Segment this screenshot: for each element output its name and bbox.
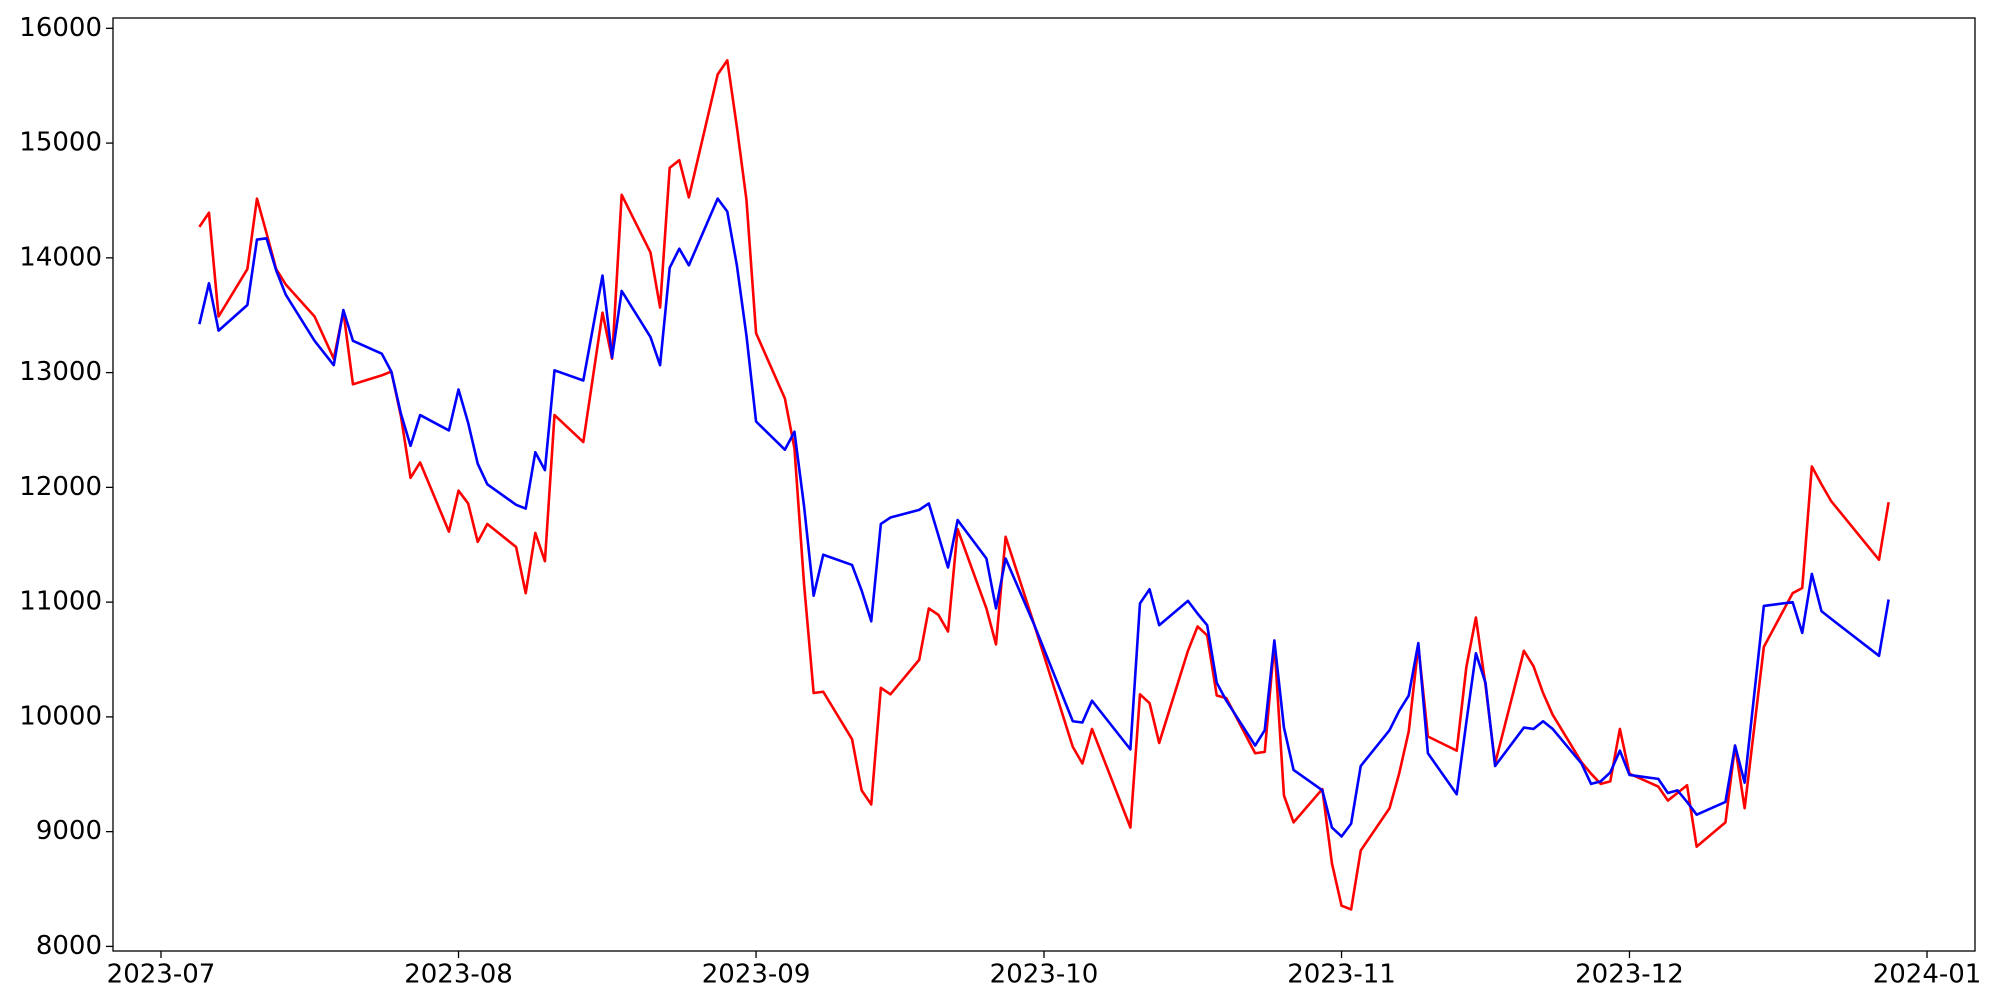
y-tick-label: 16000: [19, 13, 102, 43]
y-tick-label: 15000: [19, 128, 102, 158]
y-tick-label: 13000: [19, 357, 102, 387]
y-tick-label: 11000: [19, 587, 102, 617]
x-tick-label: 2023-11: [1287, 960, 1396, 990]
data-line: [198, 197, 1890, 838]
plot-frame: [112, 17, 1976, 952]
x-tick-label: 2023-09: [702, 960, 811, 990]
x-tick-label: 2024-01: [1873, 960, 1982, 990]
y-tick-label: 12000: [19, 472, 102, 502]
y-tick-label: 8000: [36, 931, 102, 961]
data-line: [198, 59, 1890, 911]
y-tick-label: 10000: [19, 701, 102, 731]
x-tick-label: 2023-07: [107, 960, 216, 990]
x-tick-label: 2023-12: [1575, 960, 1684, 990]
y-tick-label: 9000: [36, 816, 102, 846]
x-tick-label: 2023-10: [990, 960, 1099, 990]
x-tick-label: 2023-08: [404, 960, 513, 990]
y-tick-label: 14000: [19, 242, 102, 272]
